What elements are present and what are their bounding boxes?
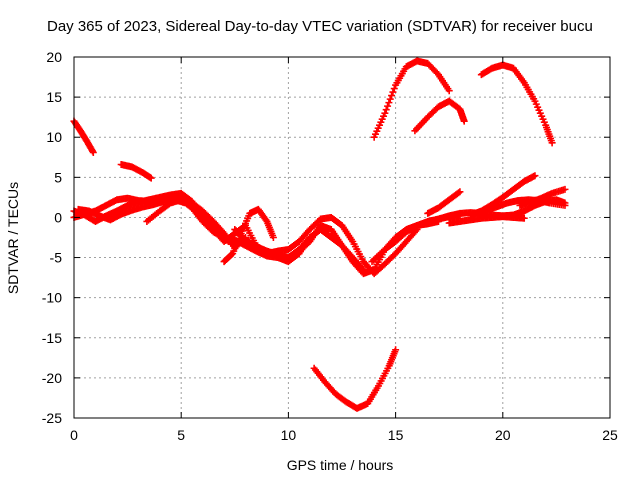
data-point bbox=[455, 189, 463, 197]
data-point bbox=[456, 188, 464, 196]
data-point bbox=[531, 172, 539, 180]
data-point bbox=[392, 346, 400, 354]
x-axis-label: GPS time / hours bbox=[287, 457, 394, 473]
y-tick-label: -15 bbox=[42, 330, 62, 346]
series-s19 bbox=[411, 97, 468, 135]
y-tick-label: 10 bbox=[46, 129, 62, 145]
series-s20 bbox=[477, 61, 556, 147]
data-point bbox=[262, 216, 270, 224]
grid bbox=[74, 57, 610, 418]
series-s2 bbox=[117, 160, 155, 182]
data-point bbox=[520, 214, 528, 222]
data-point bbox=[88, 147, 96, 155]
x-tick-label: 15 bbox=[388, 427, 404, 443]
data-point bbox=[561, 185, 569, 193]
data-points bbox=[70, 57, 569, 412]
series-s6 bbox=[143, 196, 250, 252]
y-tick-label: 5 bbox=[54, 169, 62, 185]
data-point bbox=[381, 109, 389, 117]
series-s13 bbox=[445, 213, 528, 227]
x-tick-label: 5 bbox=[177, 427, 185, 443]
data-point bbox=[147, 174, 155, 182]
series-s17 bbox=[516, 185, 569, 209]
data-point bbox=[389, 88, 397, 96]
data-point bbox=[388, 92, 396, 100]
series-s14 bbox=[424, 188, 464, 217]
y-axis-label: SDTVAR / TECUs bbox=[5, 182, 21, 294]
data-point bbox=[460, 117, 468, 125]
data-point bbox=[269, 234, 277, 241]
data-point bbox=[228, 251, 236, 259]
x-tick-label: 25 bbox=[602, 427, 618, 443]
data-point bbox=[561, 201, 569, 209]
data-point bbox=[386, 95, 394, 103]
series-s18 bbox=[370, 57, 453, 141]
plot-frame bbox=[73, 56, 611, 419]
y-tick-label: 15 bbox=[46, 89, 62, 105]
series-s15 bbox=[467, 172, 539, 219]
y-tick-label: -20 bbox=[42, 370, 62, 386]
data-point bbox=[390, 85, 398, 93]
data-point bbox=[548, 139, 556, 147]
chart-title: Day 365 of 2023, Sidereal Day-to-day VTE… bbox=[47, 18, 593, 35]
x-tick-label: 20 bbox=[495, 427, 511, 443]
y-tick-label: -5 bbox=[50, 250, 63, 266]
axis-ticks: 0 5 10 15 20 25 20 15 10 5 0 -5 -10 -15 -20 -25 bbox=[42, 49, 618, 443]
y-tick-label: -10 bbox=[42, 290, 62, 306]
series-s1 bbox=[70, 117, 97, 156]
y-tick-label: 0 bbox=[54, 209, 62, 225]
data-point bbox=[382, 106, 390, 114]
series-s21 bbox=[310, 346, 400, 412]
data-point bbox=[445, 87, 453, 95]
data-point bbox=[89, 148, 97, 156]
y-tick-label: -25 bbox=[42, 410, 62, 426]
x-tick-label: 0 bbox=[70, 427, 78, 443]
data-point bbox=[384, 102, 392, 110]
x-tick-label: 10 bbox=[281, 427, 297, 443]
data-point bbox=[385, 99, 393, 107]
y-tick-label: 20 bbox=[46, 49, 62, 65]
series-s9 bbox=[242, 213, 421, 278]
